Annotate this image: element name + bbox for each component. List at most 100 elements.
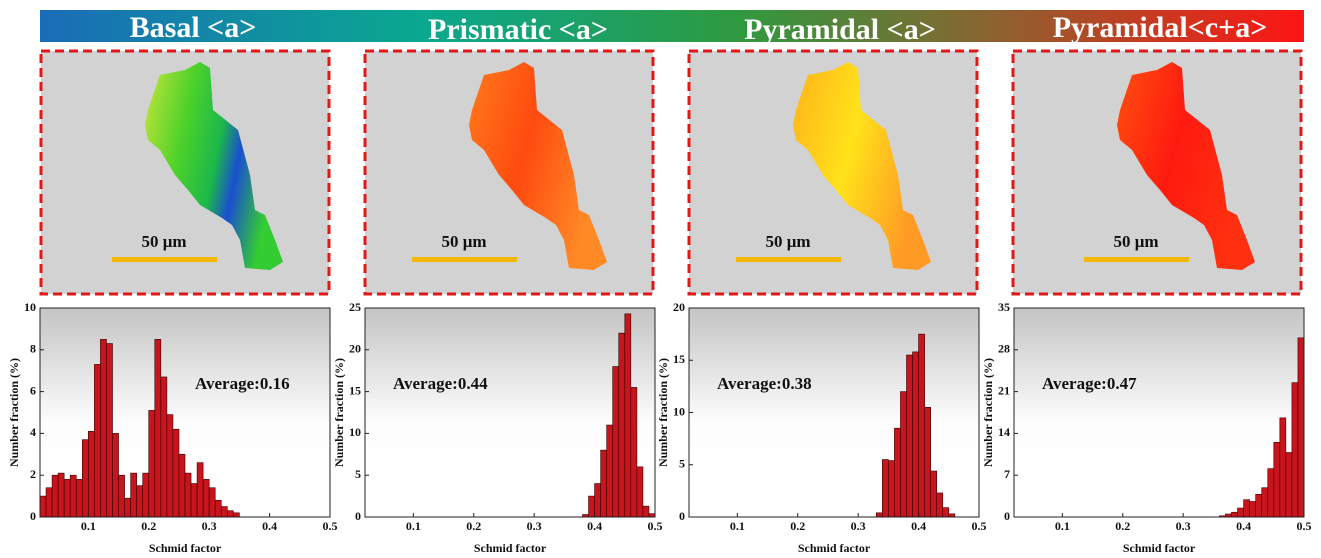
y-tick-label: 20	[673, 300, 685, 314]
y-tick-label: 4	[30, 425, 36, 439]
x-tick-label: 0.1	[1055, 519, 1070, 533]
map-panel: 50 μm	[687, 49, 979, 296]
plot-background	[1014, 308, 1304, 517]
bar	[612, 366, 620, 518]
header-bar	[40, 10, 1304, 42]
x-tick-label: 0.2	[790, 519, 805, 533]
x-axis-label: Schmid factor	[1123, 541, 1196, 555]
bar	[220, 506, 228, 518]
bar	[924, 406, 931, 518]
x-tick-label: 0.3	[1176, 519, 1191, 533]
annotation: Average:0.16	[195, 374, 290, 393]
bar	[112, 433, 119, 518]
y-tick-label: 8	[30, 342, 36, 356]
x-tick-label: 0.3	[527, 519, 542, 533]
x-tick-label: 0.1	[81, 519, 96, 533]
y-tick-label: 10	[673, 404, 685, 418]
bar	[600, 449, 607, 518]
x-tick-label: 0.4	[262, 519, 277, 533]
bar	[1237, 507, 1244, 518]
bar	[1291, 382, 1299, 518]
bar	[69, 474, 77, 518]
bar	[942, 507, 950, 518]
plot-frame	[364, 307, 656, 518]
annotation: Average:0.47	[1042, 374, 1137, 393]
bar	[594, 483, 601, 518]
y-tick-label: 0	[355, 509, 361, 523]
bar	[1285, 452, 1293, 518]
map-panel: 50 μm	[39, 49, 331, 296]
y-axis-label: Number fraction (%)	[656, 358, 670, 467]
y-tick-label: 35	[998, 300, 1010, 314]
y-axis-label: Number fraction (%)	[332, 358, 346, 467]
annotation: Average:0.38	[717, 374, 812, 393]
bar	[63, 479, 71, 518]
y-tick-label: 6	[30, 383, 36, 397]
bar	[148, 410, 156, 518]
y-tick-label: 10	[349, 425, 361, 439]
x-axis-label: Schmid factor	[798, 541, 871, 555]
bar	[642, 505, 650, 518]
x-tick-label: 0.5	[1297, 519, 1312, 533]
bar	[930, 470, 938, 518]
x-tick-label: 0.5	[972, 519, 987, 533]
x-axis-label: Schmid factor	[149, 541, 222, 555]
bar	[136, 485, 144, 518]
bar	[1297, 337, 1305, 518]
bar	[106, 343, 113, 518]
bar	[888, 460, 895, 518]
bar	[588, 495, 595, 518]
x-tick-label: 0.1	[730, 519, 745, 533]
bar	[51, 474, 59, 518]
x-axis-label: Schmid factor	[474, 541, 547, 555]
y-tick-label: 5	[355, 467, 361, 481]
bar	[900, 391, 907, 518]
scale-label: 50 μm	[441, 232, 486, 251]
header-title: Basal <a>	[130, 11, 257, 44]
bar	[1231, 511, 1238, 518]
y-tick-label: 0	[679, 509, 685, 523]
bar	[172, 428, 180, 518]
bar	[118, 474, 125, 518]
bar	[875, 512, 883, 518]
bar	[1279, 417, 1287, 518]
bar	[618, 332, 626, 518]
bar	[124, 497, 131, 518]
bar	[906, 354, 913, 518]
x-tick-label: 0.4	[911, 519, 926, 533]
bar	[648, 513, 656, 518]
y-tick-label: 15	[349, 383, 361, 397]
y-tick-label: 7	[1004, 467, 1010, 481]
y-tick-label: 15	[673, 352, 685, 366]
bar	[39, 495, 47, 518]
plot-frame	[1013, 307, 1305, 518]
x-tick-label: 0.4	[587, 519, 602, 533]
bar	[166, 414, 174, 518]
x-tick-label: 0.3	[202, 519, 217, 533]
bar	[233, 512, 240, 518]
bar	[88, 431, 95, 518]
bar	[1261, 487, 1269, 518]
bar	[202, 479, 210, 518]
y-tick-label: 21	[998, 383, 1010, 397]
bar	[94, 364, 101, 518]
bar	[100, 339, 107, 518]
bar	[75, 479, 83, 518]
bar	[630, 387, 638, 518]
bar	[624, 313, 632, 518]
map-panel: 50 μm	[1011, 49, 1303, 296]
bar	[1255, 494, 1263, 518]
bar	[636, 466, 644, 518]
bar	[57, 472, 65, 518]
bar	[918, 333, 925, 518]
bar	[184, 472, 192, 518]
bar	[130, 472, 137, 518]
x-tick-label: 0.5	[648, 519, 663, 533]
x-tick-label: 0.3	[851, 519, 866, 533]
bar	[81, 439, 89, 518]
x-tick-label: 0.4	[1236, 519, 1251, 533]
bar	[154, 339, 162, 518]
map-panel: 50 μm	[363, 49, 655, 296]
x-tick-label: 0.2	[466, 519, 481, 533]
y-tick-label: 10	[24, 300, 36, 314]
